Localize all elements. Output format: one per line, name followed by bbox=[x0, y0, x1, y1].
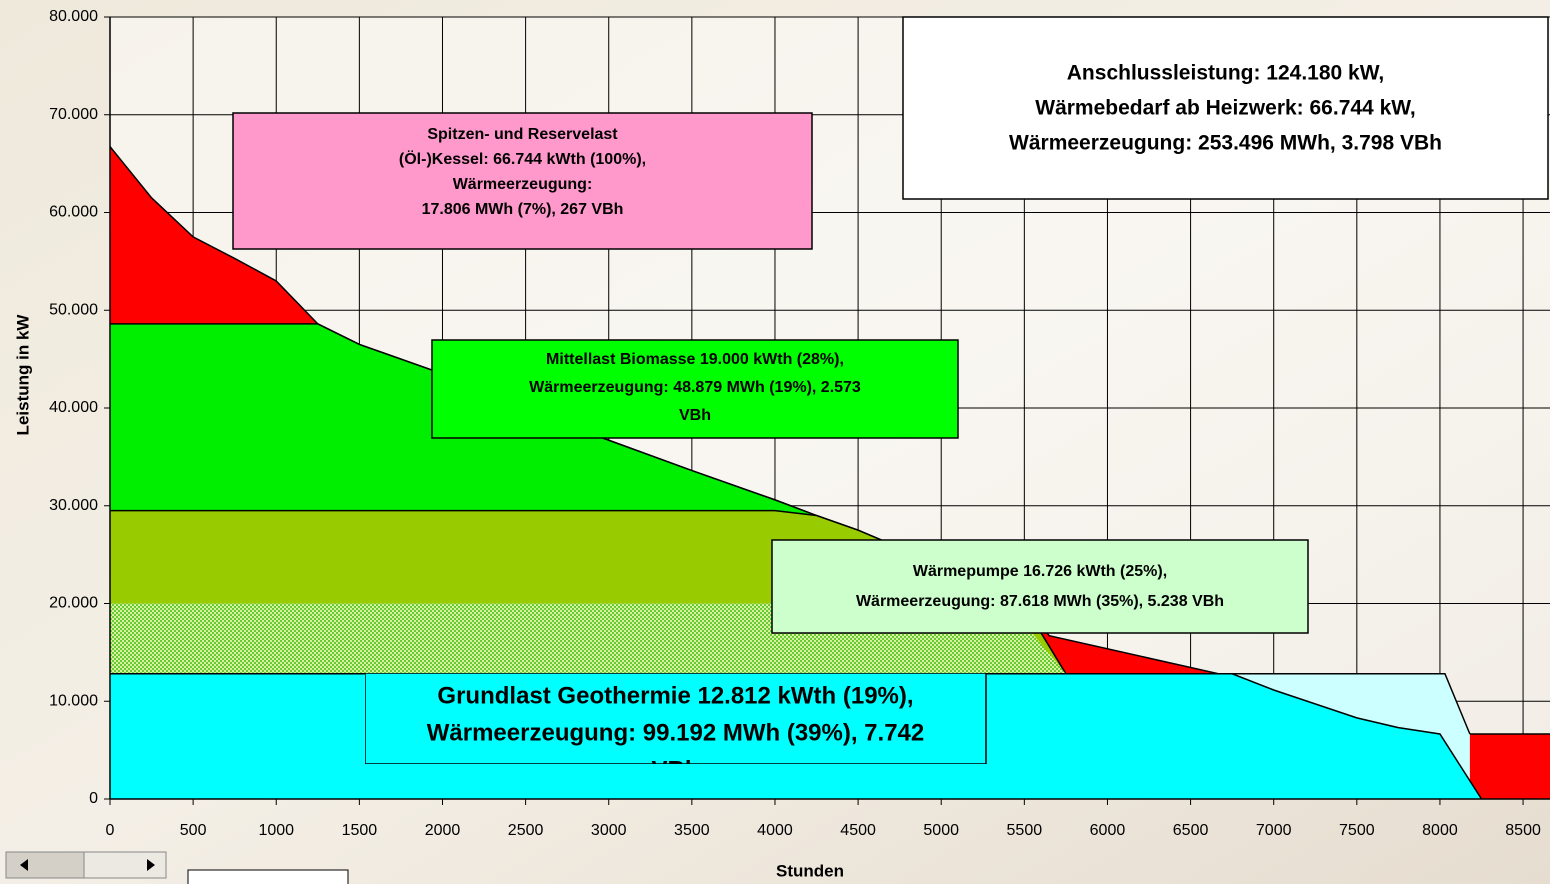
annotation-text: Wärmeerzeugung: 99.192 MWh (39%), 7.742 bbox=[427, 719, 924, 746]
y-tick-label: 50.000 bbox=[49, 301, 98, 318]
annotation-text: 17.806 MWh (7%), 267 VBh bbox=[422, 201, 624, 218]
annotation-text: VBh bbox=[652, 756, 700, 783]
y-tick-label: 60.000 bbox=[49, 204, 98, 221]
annotation-text: Wärmeerzeugung: bbox=[453, 176, 593, 193]
y-tick-label: 20.000 bbox=[49, 595, 98, 612]
annotation: Grundlast Geothermie 12.812 kWth (19%), W… bbox=[365, 673, 987, 783]
annotation-box bbox=[771, 539, 1309, 634]
y-tick-label: 80.000 bbox=[49, 8, 98, 25]
y-axis-label: Leistung in kW bbox=[13, 314, 32, 436]
scroll-left[interactable] bbox=[5, 851, 85, 879]
annotation-text: Spitzen- und Reservelast bbox=[427, 126, 618, 143]
annotation-text: (Öl-)Kessel: 66.744 kWth (100%), bbox=[399, 149, 646, 168]
x-tick-label: 7500 bbox=[1339, 822, 1375, 839]
x-tick-label: 3000 bbox=[591, 822, 627, 839]
x-tick-label: 4500 bbox=[840, 822, 876, 839]
x-tick-label: 5500 bbox=[1007, 822, 1043, 839]
annotation-text: VBh bbox=[679, 407, 711, 424]
y-tick-label: 40.000 bbox=[49, 399, 98, 416]
annotation-text: Wärmeerzeugung: 253.496 MWh, 3.798 VBh bbox=[1009, 132, 1442, 155]
x-tick-label: 0 bbox=[106, 822, 115, 839]
x-tick-label: 6000 bbox=[1090, 822, 1126, 839]
x-axis-label: Stunden bbox=[776, 861, 844, 880]
annotation-text: Wärmepumpe 16.726 kWth (25%), bbox=[913, 563, 1167, 580]
annotation-text: Anschlussleistung: 124.180 kW, bbox=[1067, 62, 1384, 85]
x-tick-label: 500 bbox=[180, 822, 207, 839]
y-tick-label: 0 bbox=[89, 790, 98, 807]
annotation: Wärmepumpe 16.726 kWth (25%), Wärmeerzeug… bbox=[771, 539, 1309, 634]
x-tick-label: 3500 bbox=[674, 822, 710, 839]
y-tick-label: 10.000 bbox=[49, 692, 98, 709]
x-tick-label: 1500 bbox=[342, 822, 378, 839]
x-tick-label: 1000 bbox=[258, 822, 294, 839]
sheet-tab[interactable] bbox=[187, 869, 349, 884]
x-tick-label: 7000 bbox=[1256, 822, 1292, 839]
annotation-text: Grundlast Geothermie 12.812 kWth (19%), bbox=[437, 682, 913, 709]
y-tick-label: 30.000 bbox=[49, 497, 98, 514]
arrow-left bbox=[20, 859, 28, 871]
x-tick-label: 6500 bbox=[1173, 822, 1209, 839]
area-edge bbox=[110, 673, 1483, 799]
x-tick-label: 5000 bbox=[923, 822, 959, 839]
annotation-box bbox=[902, 16, 1549, 200]
x-tick-label: 4000 bbox=[757, 822, 793, 839]
annotation: Anschlussleistung: 124.180 kW, Wärmebedar… bbox=[902, 16, 1549, 200]
x-tick-label: 8500 bbox=[1505, 822, 1541, 839]
x-tick-label: 8000 bbox=[1422, 822, 1458, 839]
annotation-box bbox=[365, 673, 987, 764]
annotation-box bbox=[232, 112, 813, 250]
annotation: Spitzen- und Reservelast (Öl-)Kessel: 66.… bbox=[232, 112, 813, 250]
x-tick-label: 2500 bbox=[508, 822, 544, 839]
annotation-text: Wärmeerzeugung: 87.618 MWh (35%), 5.238 … bbox=[856, 593, 1224, 610]
annotations: Spitzen- und Reservelast (Öl-)Kessel: 66.… bbox=[232, 16, 1549, 783]
scrollbar bbox=[5, 851, 349, 884]
annotation-text: Mittellast Biomasse 19.000 kWth (28%), bbox=[546, 351, 844, 368]
annotation-box bbox=[431, 339, 959, 439]
annotation: Mittellast Biomasse 19.000 kWth (28%), Wä… bbox=[431, 339, 959, 439]
annotation-text: Wärmebedarf ab Heizwerk: 66.744 kW, bbox=[1035, 97, 1416, 120]
y-tick-label: 70.000 bbox=[49, 106, 98, 123]
arrow-right[interactable] bbox=[147, 859, 155, 871]
axes: 0 10.000 20.000 30.000 40.000 50.000 60.000 70.… bbox=[49, 8, 1550, 839]
x-tick-label: 2000 bbox=[425, 822, 461, 839]
annotation-text: Wärmeerzeugung: 48.879 MWh (19%), 2.573 bbox=[529, 379, 861, 396]
